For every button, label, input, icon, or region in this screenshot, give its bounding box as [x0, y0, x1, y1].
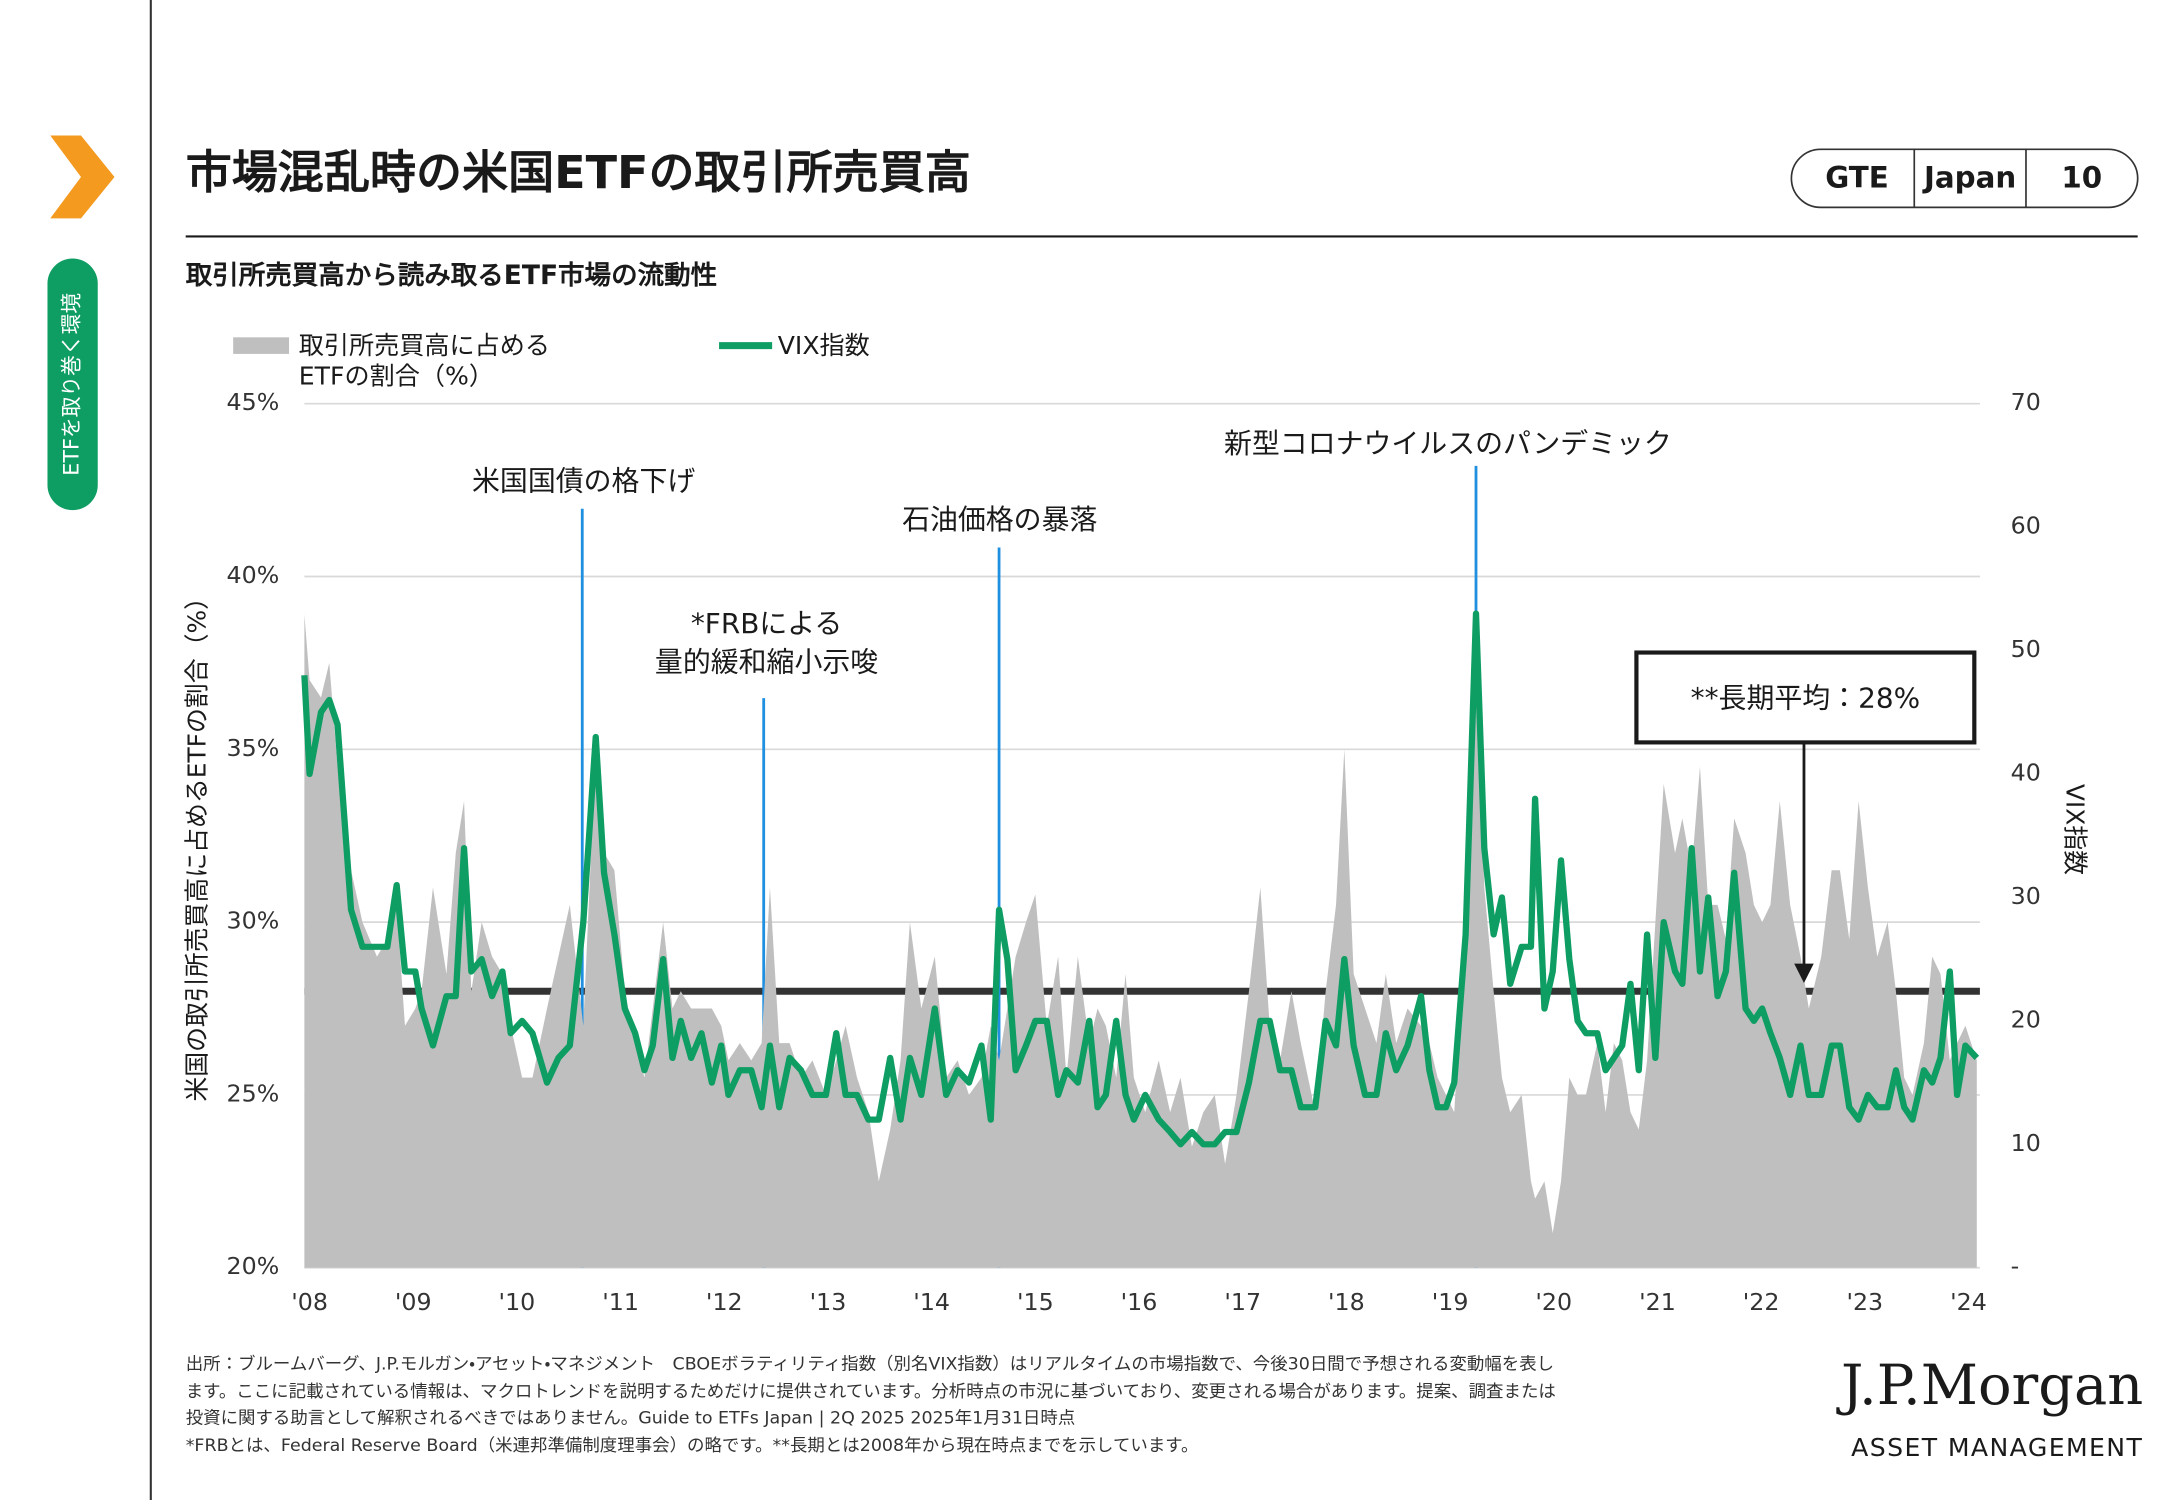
x-tick-label: '16: [1121, 1288, 1158, 1316]
y2-tick-label: 20: [2011, 1005, 2041, 1033]
x-tick-label: '14: [913, 1288, 950, 1316]
x-tick-label: '23: [1846, 1288, 1883, 1316]
x-tick-label: '22: [1743, 1288, 1780, 1316]
x-tick-label: '11: [602, 1288, 639, 1316]
footnote: 投資に関する助言として解釈されるべきではありません。Guide to ETFs …: [186, 1408, 1076, 1428]
subtitle: 取引所売買高から読み取るETF市場の流動性: [186, 260, 717, 291]
footnote: *FRBとは、Federal Reserve Board（米連邦準備制度理事会）…: [186, 1436, 1199, 1456]
logo-sub: ASSET MANAGEMENT: [1851, 1433, 2143, 1462]
callout-arrowhead: [1794, 963, 1814, 983]
series-layer: [304, 465, 1980, 1268]
footnote: ます。ここに記載されている情報は、マクロトレンドを説明するためだけに提供されてい…: [186, 1382, 1556, 1402]
y2-tick-label: -: [2011, 1252, 2020, 1280]
y2-axis-title: VIX指数: [2060, 784, 2089, 875]
y2-tick-label: 30: [2011, 882, 2041, 910]
line: [301, 610, 1980, 1148]
x-tick-label: '24: [1950, 1288, 1987, 1316]
annotation-text: *FRBによる: [691, 607, 842, 640]
legend-label: ETFの割合（%）: [299, 361, 494, 390]
annotation-text: 新型コロナウイルスのパンデミック: [1224, 427, 1672, 460]
average-label: **長期平均：28%: [1691, 682, 1920, 715]
y-axis-title: 米国の取引所売買高に占めるETFの割合（%）: [182, 585, 211, 1102]
y2-tick-label: 10: [2011, 1129, 2041, 1157]
x-tick-label: '18: [1328, 1288, 1365, 1316]
section-tab: [47, 258, 98, 511]
legend-swatch: [233, 337, 290, 354]
x-tick-label: '09: [395, 1288, 432, 1316]
badge-text: GTE: [1825, 161, 1889, 195]
annotation-text: 石油価格の暴落: [902, 503, 1098, 536]
y-tick-label: 20%: [227, 1252, 280, 1280]
y2-tick-label: 40: [2011, 759, 2041, 787]
badge-text: 10: [2061, 161, 2102, 195]
x-tick-label: '13: [810, 1288, 847, 1316]
y2-tick-label: 70: [2011, 388, 2041, 416]
area: [304, 614, 1977, 1268]
overlay: [301, 610, 1980, 1148]
x-tick-label: '20: [1535, 1288, 1572, 1316]
legend-label: VIX指数: [778, 331, 870, 360]
y-tick-label: 45%: [227, 388, 280, 416]
x-tick-label: '17: [1224, 1288, 1261, 1316]
badge-text: Japan: [1922, 161, 2016, 195]
y-tick-label: 25%: [227, 1080, 280, 1108]
footnote: 出所：ブルームバーグ、J.P.モルガン・アセット・マネジメント CBOEボラティ…: [186, 1354, 1554, 1375]
page-title: 市場混乱時の米国ETFの取引所売買高: [186, 145, 971, 199]
section-tab-label: ETFを取り巻く環境: [60, 293, 84, 476]
x-tick-label: '08: [291, 1288, 328, 1316]
y2-tick-label: 60: [2011, 512, 2041, 540]
y-tick-label: 40%: [227, 561, 280, 589]
x-tick-label: '19: [1432, 1288, 1469, 1316]
badge: [1790, 148, 2139, 209]
average-callout: [1634, 650, 1977, 745]
x-tick-label: '12: [706, 1288, 743, 1316]
logo: J.P.Morgan: [1836, 1353, 2143, 1418]
y-tick-label: 35%: [227, 734, 280, 762]
y2-tick-label: 50: [2011, 635, 2041, 663]
annotation-text: 米国国債の格下げ: [472, 465, 695, 498]
y-tick-label: 30%: [227, 907, 280, 935]
x-tick-label: '21: [1639, 1288, 1676, 1316]
chevron-icon: [50, 135, 115, 219]
annotation-text: 量的緩和縮小示唆: [655, 646, 878, 679]
legend-label: 取引所売買高に占める: [299, 331, 550, 360]
x-tick-label: '15: [1017, 1288, 1054, 1316]
x-tick-label: '10: [499, 1288, 536, 1316]
